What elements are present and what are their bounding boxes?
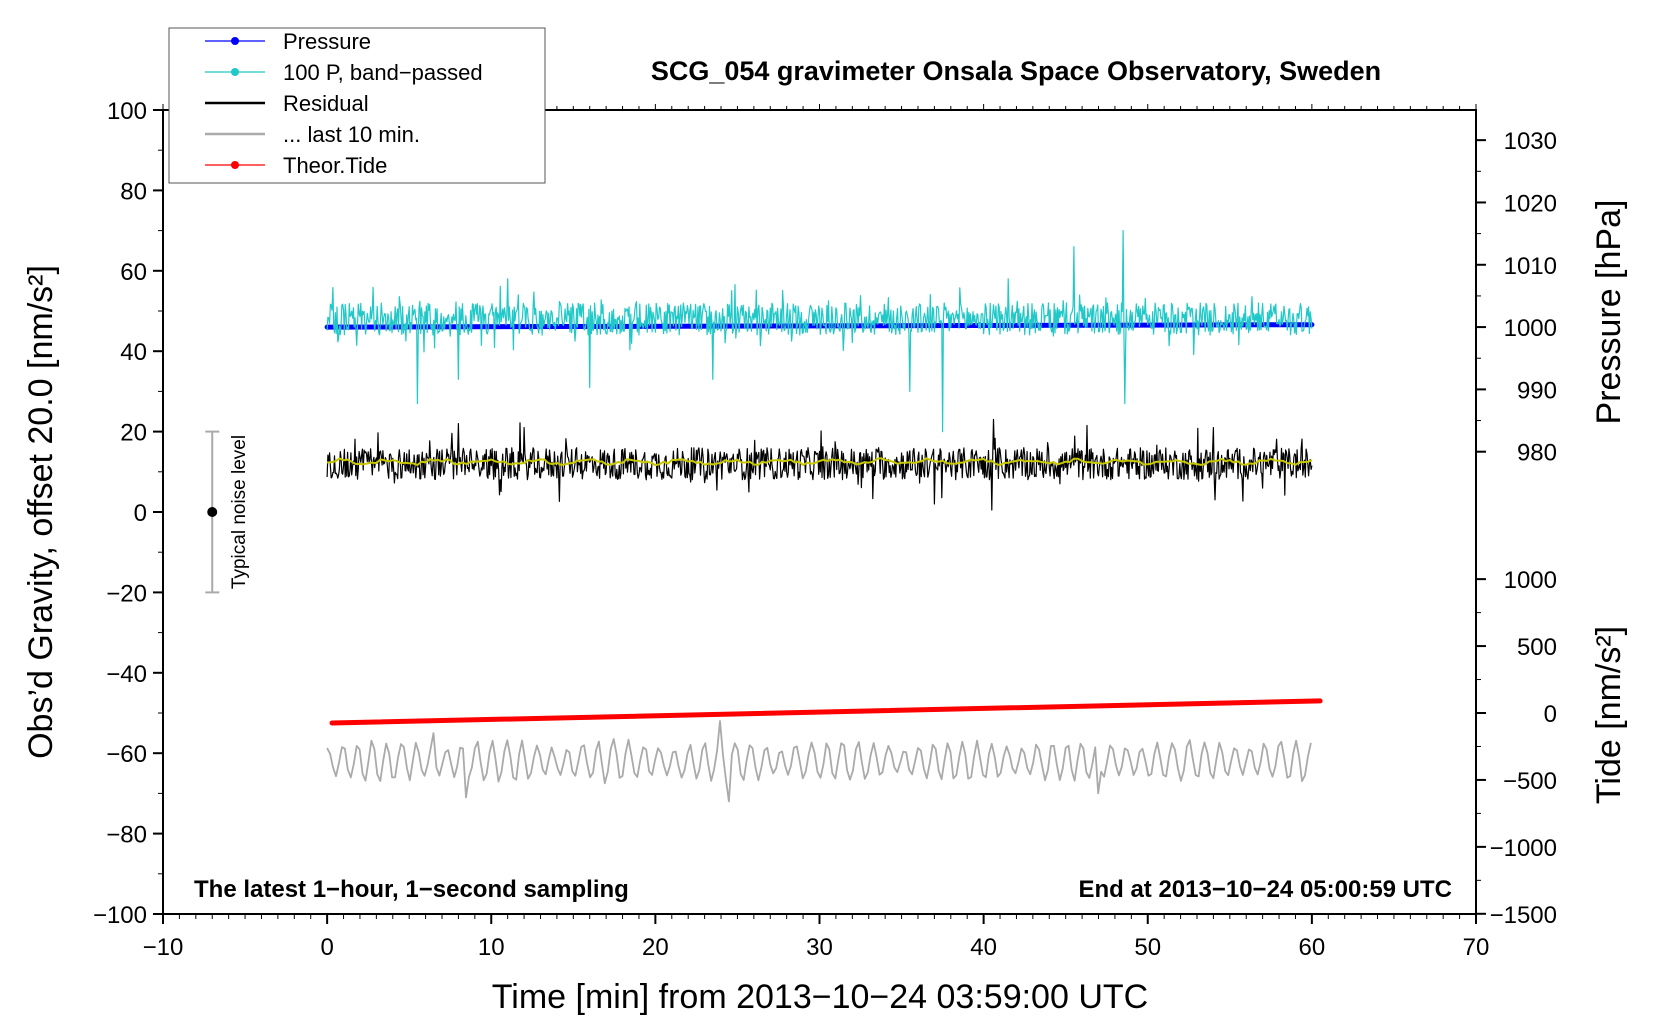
x-tick-label: −10 [143,934,184,961]
tide-axis-title: Tide [nm/s²] [1590,626,1628,804]
y-tick-label: 100 [107,98,147,125]
legend-label: ... last 10 min. [283,122,420,147]
pressure-tick-label: 980 [1517,440,1557,467]
sampling-note: The latest 1−hour, 1−second sampling [194,876,629,903]
chart-title: SCG_054 gravimeter Onsala Space Observat… [651,56,1381,86]
legend-marker [231,37,239,45]
x-tick-label: 60 [1299,934,1326,961]
x-tick-label: 0 [320,934,333,961]
pressure-tick-label: 1000 [1504,315,1557,342]
x-tick-label: 40 [970,934,997,961]
noise-bar-center [207,507,218,517]
legend-label: Theor.Tide [283,153,387,178]
legend-label: Residual [283,91,369,116]
legend-label: 100 P, band−passed [283,60,483,85]
series-layer [324,230,1323,803]
y-tick-label: 0 [134,500,147,527]
pressure-tick-label: 990 [1517,377,1557,404]
legend-box [168,27,546,184]
tide-tick-label: −1500 [1490,902,1557,929]
y-tick-label: 60 [120,259,147,286]
tide-tick-label: 1000 [1504,567,1557,594]
series-residual [326,418,1313,511]
pressure-tick-label: 1020 [1504,190,1557,217]
legend-label: Pressure [283,29,371,54]
y-tick-label: 40 [120,339,147,366]
pressure-tick-label: 1010 [1504,253,1557,280]
tide-tick-label: 500 [1517,634,1557,661]
noise-bar-group: Typical noise level [205,430,250,594]
y-tick-label: −40 [106,661,147,688]
y-tick-label: 20 [120,420,147,447]
axis-layer: −10 0 10 20 30 40 50 60 70−100−80−60−40−20020406… [93,98,1557,961]
tide-tick-label: −1000 [1490,835,1557,862]
legend-marker [231,161,239,169]
legend: Pressure 100 P, band−passed Residual ... la… [168,27,546,184]
end-time-note: End at 2013−10−24 05:00:59 UTC [1078,876,1452,903]
series-100-p-band-passed [326,230,1313,433]
series--last-10-min- [326,720,1312,803]
y-axis-title: Obs’d Gravity, offset 20.0 [nm/s²] [22,265,60,759]
x-tick-label: 10 [478,934,505,961]
y-tick-label: −100 [93,902,147,929]
y-tick-label: −80 [106,822,147,849]
pressure-axis-title: Pressure [hPa] [1590,200,1628,425]
tide-tick-label: 0 [1544,701,1557,728]
y-tick-label: 80 [120,178,147,205]
x-tick-label: 70 [1463,934,1490,961]
y-tick-label: −60 [106,741,147,768]
series-theor-tide [329,698,1323,726]
series-residual-smoothed- [327,457,1313,467]
pressure-tick-label: 1030 [1504,128,1557,155]
x-axis-title: Time [min] from 2013−10−24 03:59:00 UTC [492,978,1148,1016]
noise-bar-label: Typical noise level [229,435,250,589]
x-tick-label: 50 [1134,934,1161,961]
tide-tick-label: −500 [1503,768,1557,795]
x-tick-label: 30 [806,934,833,961]
legend-marker [231,68,239,76]
y-tick-label: −20 [106,580,147,607]
x-tick-label: 20 [642,934,669,961]
